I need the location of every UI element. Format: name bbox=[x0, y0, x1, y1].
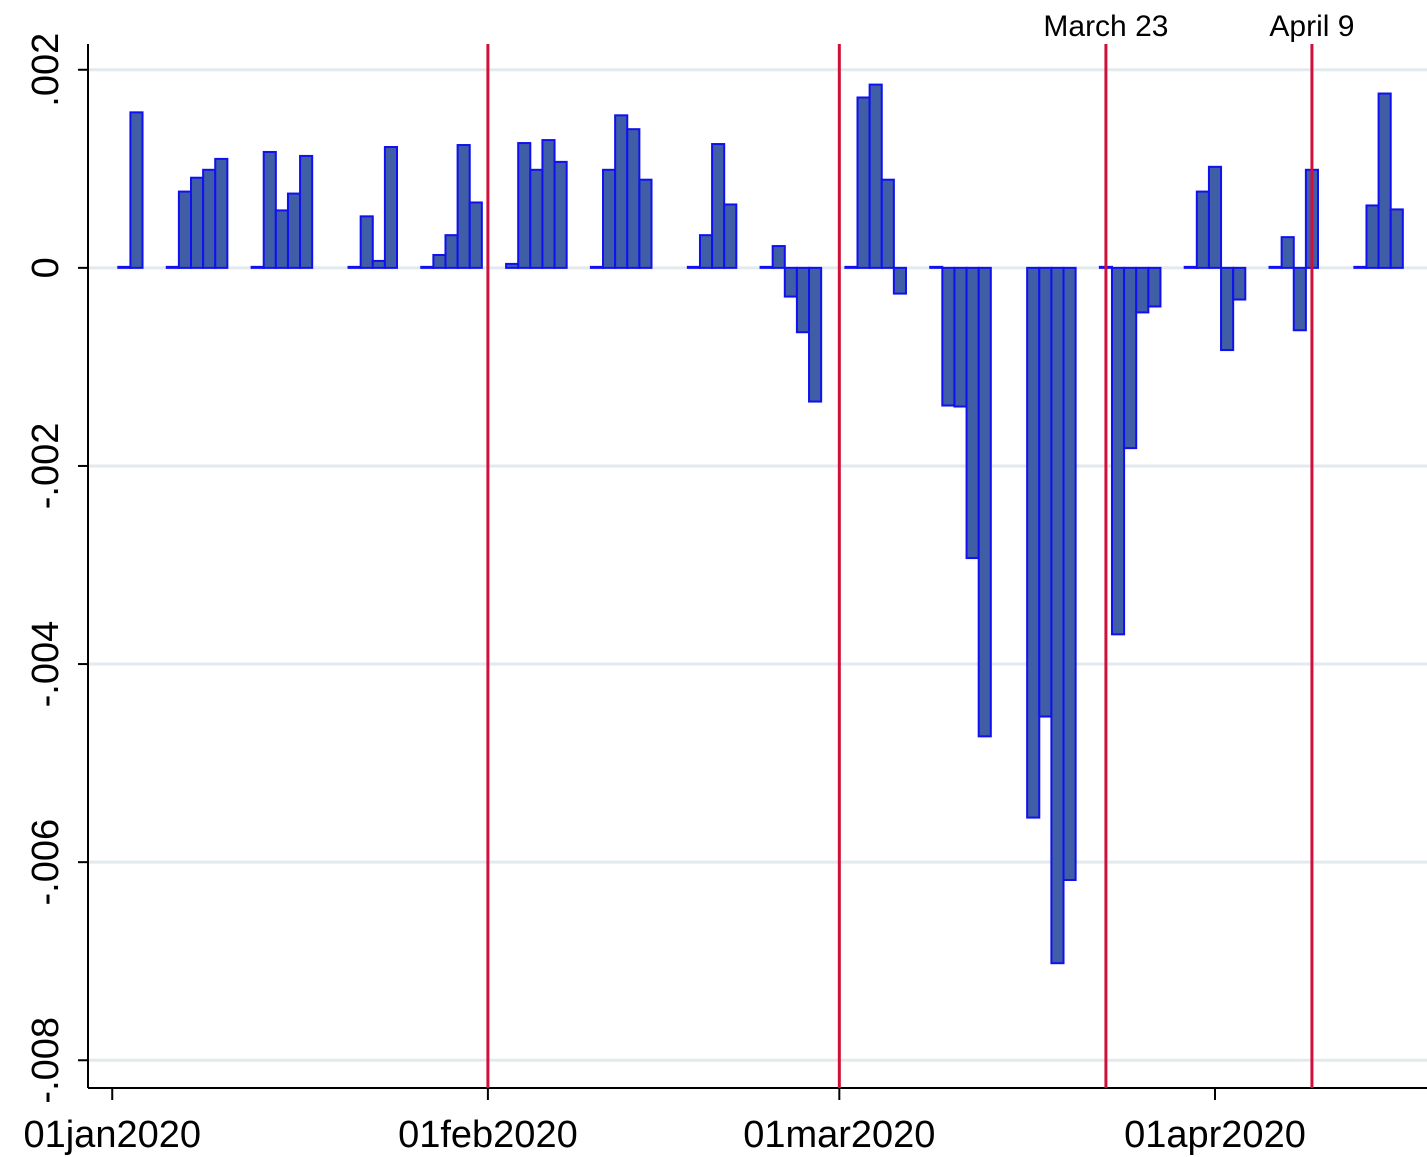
y-tick-label: 0 bbox=[25, 257, 67, 278]
bar bbox=[1183, 265, 1198, 269]
bar bbox=[783, 266, 798, 298]
bar bbox=[953, 266, 968, 408]
bar bbox=[432, 253, 447, 269]
bar bbox=[1110, 266, 1126, 636]
bar bbox=[1232, 266, 1247, 301]
bar bbox=[1026, 266, 1041, 819]
bar bbox=[1123, 266, 1138, 450]
bar bbox=[1268, 265, 1283, 269]
bar bbox=[444, 234, 459, 269]
bar bbox=[892, 266, 907, 295]
bar bbox=[977, 266, 992, 738]
bar bbox=[808, 266, 823, 403]
bar bbox=[420, 265, 435, 269]
bar bbox=[1389, 208, 1404, 269]
bar bbox=[1377, 92, 1392, 269]
bar bbox=[941, 266, 956, 407]
bar bbox=[1280, 236, 1295, 269]
bar bbox=[371, 259, 386, 269]
bar bbox=[383, 146, 399, 269]
bar bbox=[1038, 266, 1053, 718]
bar bbox=[723, 203, 738, 269]
x-tick-label: 01mar2020 bbox=[743, 1114, 935, 1156]
bar bbox=[456, 144, 471, 269]
bar bbox=[1147, 266, 1162, 308]
bar bbox=[359, 215, 374, 269]
bar bbox=[602, 168, 617, 269]
x-tick-label: 01jan2020 bbox=[23, 1114, 201, 1156]
bar bbox=[1135, 266, 1150, 314]
bar bbox=[929, 265, 944, 269]
bar bbox=[214, 157, 229, 269]
bar bbox=[165, 265, 180, 269]
bar bbox=[759, 265, 774, 269]
y-tick-label: -.008 bbox=[25, 1017, 67, 1104]
bar bbox=[698, 234, 714, 269]
bar bbox=[190, 176, 205, 269]
y-tick-label: -.004 bbox=[25, 621, 67, 708]
y-tick-label: -.006 bbox=[25, 819, 67, 906]
bar bbox=[965, 266, 980, 560]
bar bbox=[1353, 265, 1368, 269]
bar bbox=[177, 190, 193, 269]
bar bbox=[771, 245, 786, 269]
bar bbox=[1220, 266, 1235, 352]
y-tick-label: -.002 bbox=[25, 423, 67, 510]
bar bbox=[1292, 266, 1307, 332]
bar bbox=[202, 168, 217, 269]
bar bbox=[541, 139, 556, 269]
y-tick-label: .002 bbox=[25, 33, 67, 107]
bar bbox=[553, 160, 568, 269]
bar bbox=[795, 266, 811, 334]
bar bbox=[117, 265, 132, 269]
x-tick-label: 01apr2020 bbox=[1124, 1114, 1306, 1156]
bar bbox=[856, 96, 871, 269]
bar bbox=[1207, 165, 1223, 269]
vline-label: April 9 bbox=[1269, 10, 1354, 43]
bar bbox=[1062, 266, 1077, 881]
bar bbox=[250, 265, 265, 269]
bar bbox=[468, 201, 483, 269]
bar bbox=[274, 209, 289, 269]
bar bbox=[1050, 266, 1065, 965]
bar bbox=[529, 168, 544, 269]
bar bbox=[626, 128, 641, 269]
bar bbox=[505, 262, 520, 269]
bar bbox=[844, 265, 859, 269]
bar bbox=[517, 142, 532, 269]
bar bbox=[880, 178, 895, 269]
vline-label: March 23 bbox=[1043, 10, 1168, 43]
bar bbox=[638, 178, 653, 269]
bar bbox=[686, 265, 701, 269]
bar bbox=[129, 111, 144, 269]
bar bbox=[614, 114, 629, 269]
x-tick-label: 01feb2020 bbox=[398, 1114, 578, 1156]
bar bbox=[262, 150, 277, 269]
bar bbox=[589, 265, 605, 269]
bar bbox=[299, 154, 314, 269]
bar bbox=[1365, 204, 1380, 269]
bar bbox=[1195, 190, 1210, 269]
bar bbox=[868, 83, 883, 269]
bar bbox=[347, 265, 362, 269]
bar bbox=[711, 143, 726, 269]
bar bbox=[286, 192, 302, 269]
